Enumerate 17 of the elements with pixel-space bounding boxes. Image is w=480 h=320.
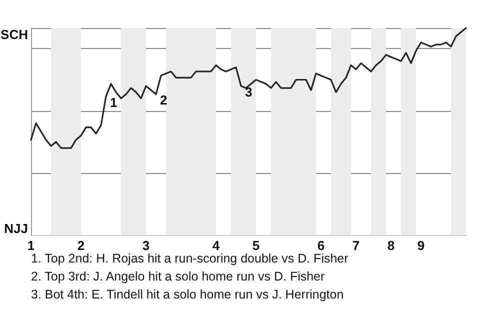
x-tick-label: 8 [387, 238, 395, 253]
x-tick-label: 1 [27, 238, 35, 253]
x-tick-label: 6 [317, 238, 325, 253]
x-tick-label: 9 [417, 238, 425, 253]
text: SCH [0, 27, 28, 42]
x-tick-label: 7 [352, 238, 360, 253]
x-tick-label: 4 [212, 238, 220, 253]
text: 3. Bot 4th: E. Tindell hit a solo home run vs J. Herrington [31, 288, 344, 302]
text: 1. Top 2nd: H. Rojas hit a run-scoring double vs D. Fisher [31, 252, 348, 266]
x-tick-label: 2 [77, 238, 85, 253]
annotation: 1 [110, 94, 118, 110]
x-tick-label: 5 [252, 238, 260, 253]
x-tick-label: 3 [142, 238, 150, 253]
text: NJJ [4, 221, 28, 236]
annotation: 2 [160, 92, 168, 108]
annotation: 3 [245, 84, 252, 100]
text: 2. Top 3rd: J. Angelo hit a solo home run vs D. Fisher [31, 270, 325, 284]
